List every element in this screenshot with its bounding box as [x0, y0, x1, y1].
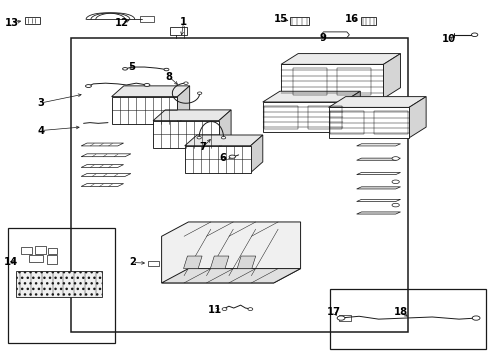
Bar — [366, 78, 390, 89]
Text: 8: 8 — [165, 72, 172, 82]
Text: 2: 2 — [129, 257, 136, 267]
Text: 9: 9 — [319, 33, 325, 43]
Polygon shape — [343, 91, 360, 132]
Ellipse shape — [391, 157, 399, 160]
Ellipse shape — [391, 203, 399, 207]
Polygon shape — [262, 102, 343, 132]
Text: 10: 10 — [441, 35, 455, 44]
Ellipse shape — [85, 85, 91, 87]
Ellipse shape — [391, 180, 399, 184]
Bar — [21, 247, 32, 253]
Polygon shape — [356, 187, 400, 189]
Polygon shape — [153, 121, 219, 148]
Polygon shape — [321, 32, 348, 38]
Ellipse shape — [470, 33, 477, 37]
Text: 18: 18 — [393, 307, 407, 317]
Bar — [46, 255, 57, 264]
Text: 12: 12 — [114, 18, 128, 28]
Ellipse shape — [222, 308, 226, 311]
Ellipse shape — [336, 316, 344, 320]
Bar — [338, 315, 350, 321]
Text: 13: 13 — [4, 18, 19, 28]
Text: 3: 3 — [38, 98, 44, 108]
Text: 15: 15 — [273, 14, 287, 24]
Polygon shape — [81, 184, 123, 186]
Ellipse shape — [471, 316, 479, 320]
Text: 11: 11 — [208, 305, 222, 315]
Polygon shape — [183, 256, 202, 269]
Polygon shape — [356, 144, 400, 146]
Bar — [35, 246, 45, 253]
Bar — [48, 248, 57, 253]
Bar — [8, 228, 115, 343]
Polygon shape — [408, 96, 425, 138]
Ellipse shape — [144, 84, 150, 86]
Polygon shape — [81, 143, 123, 146]
Polygon shape — [81, 174, 131, 176]
Text: 17: 17 — [326, 307, 340, 317]
Ellipse shape — [221, 136, 225, 139]
Polygon shape — [356, 199, 400, 202]
Polygon shape — [356, 172, 400, 175]
Bar — [29, 255, 42, 262]
Polygon shape — [281, 64, 383, 98]
Polygon shape — [237, 256, 255, 269]
Polygon shape — [356, 212, 400, 214]
Polygon shape — [111, 86, 189, 96]
Bar — [170, 27, 187, 35]
Polygon shape — [161, 269, 300, 283]
Polygon shape — [177, 86, 189, 123]
Polygon shape — [81, 154, 131, 157]
Ellipse shape — [197, 136, 201, 139]
Polygon shape — [153, 110, 231, 121]
Polygon shape — [383, 54, 400, 98]
Polygon shape — [219, 110, 231, 148]
Polygon shape — [184, 135, 262, 146]
Text: 14: 14 — [4, 257, 19, 267]
Polygon shape — [328, 107, 408, 138]
Polygon shape — [184, 146, 250, 173]
Ellipse shape — [197, 92, 202, 94]
Ellipse shape — [163, 68, 168, 71]
Polygon shape — [250, 135, 262, 173]
Bar — [329, 289, 485, 348]
Polygon shape — [161, 222, 300, 283]
Bar — [25, 17, 40, 24]
Bar — [140, 16, 154, 22]
Bar — [71, 39, 407, 332]
Polygon shape — [262, 91, 360, 102]
Text: 1: 1 — [180, 17, 187, 27]
Text: 7: 7 — [199, 142, 206, 152]
Bar — [148, 261, 158, 266]
Polygon shape — [356, 158, 400, 160]
Bar — [16, 271, 102, 297]
Ellipse shape — [229, 155, 235, 158]
Ellipse shape — [183, 82, 188, 85]
Polygon shape — [210, 256, 228, 269]
Bar — [360, 17, 375, 25]
Ellipse shape — [247, 308, 252, 311]
Polygon shape — [281, 54, 400, 64]
Polygon shape — [111, 96, 177, 123]
Polygon shape — [328, 96, 425, 107]
Text: 5: 5 — [128, 62, 135, 72]
Ellipse shape — [122, 68, 127, 70]
Text: 4: 4 — [38, 126, 44, 135]
Text: 6: 6 — [219, 153, 225, 163]
Text: 16: 16 — [344, 14, 358, 24]
Bar — [289, 17, 309, 25]
Polygon shape — [81, 165, 123, 167]
